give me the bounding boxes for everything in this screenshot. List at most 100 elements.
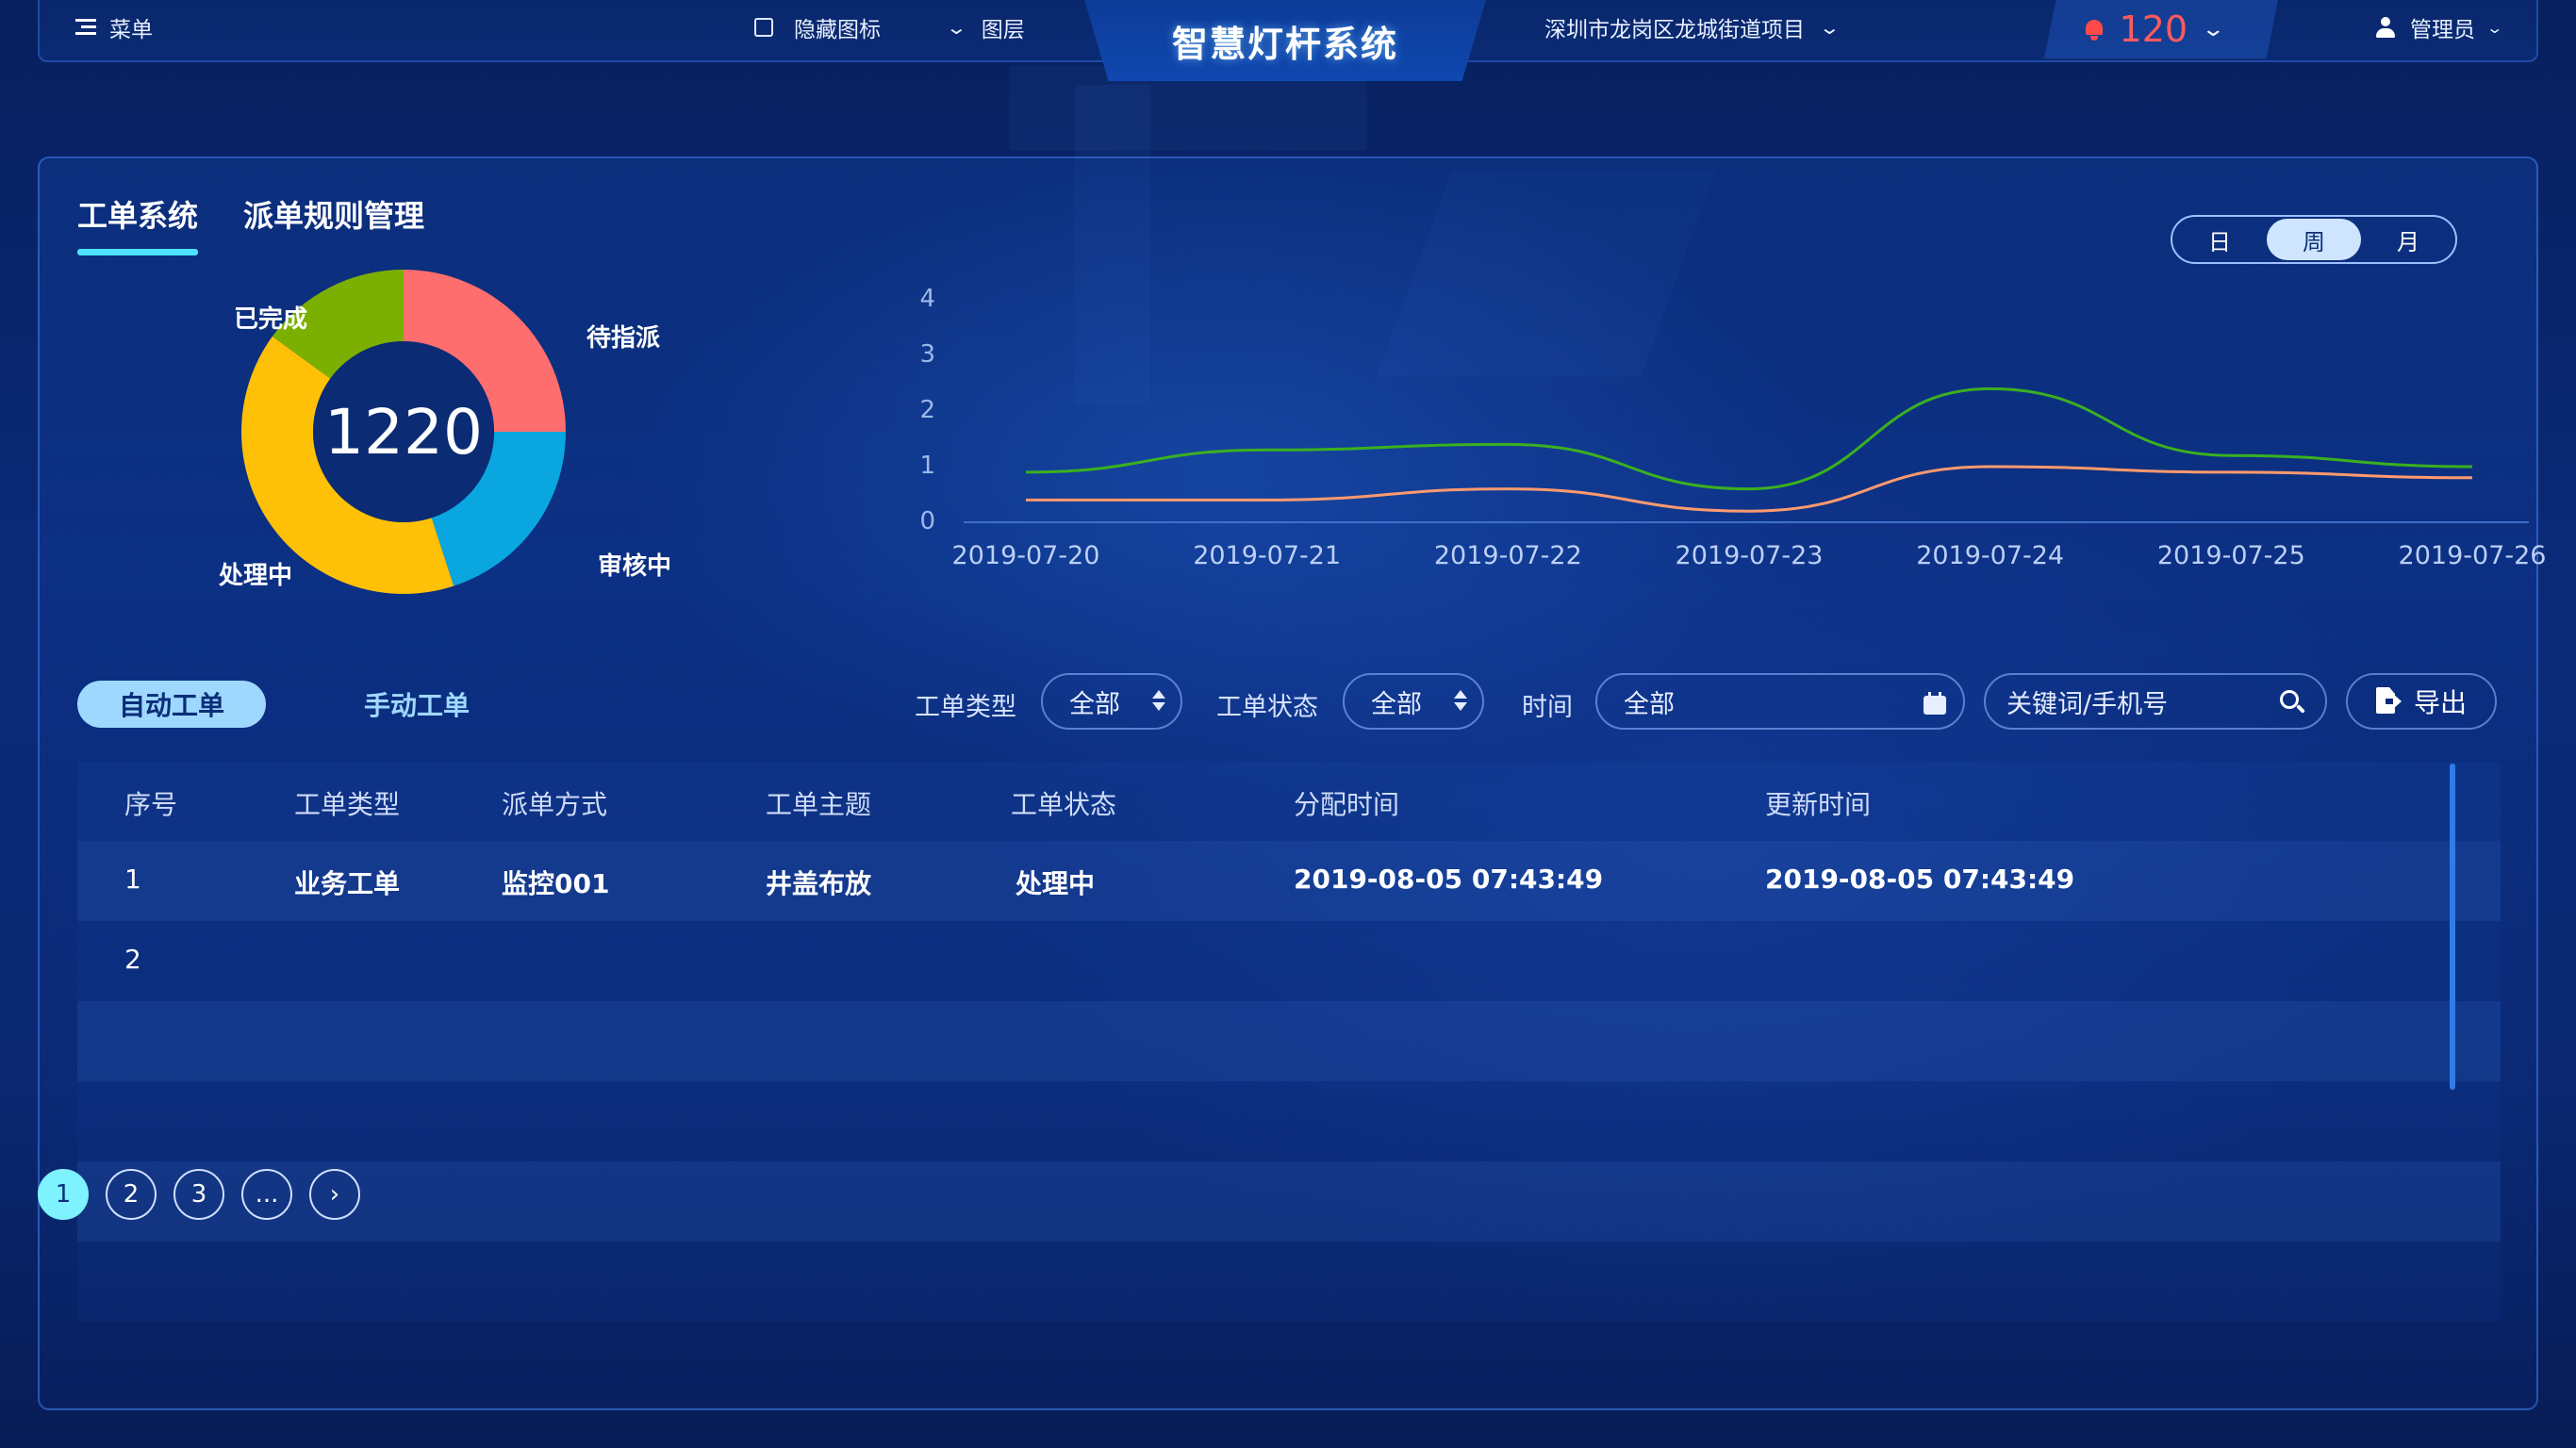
header-index: 序号 xyxy=(124,789,178,820)
hide-icons-label: 隐藏图标 xyxy=(794,18,881,42)
table-body: 1 业务工单 监控001 井盖布放 处理中 2019-08-05 07:43:49 2019… xyxy=(77,841,2501,1322)
menu-icon xyxy=(75,19,96,36)
x-tick-label: 2019-07-22 xyxy=(1433,541,1582,570)
header-assigned-time: 分配时间 xyxy=(1294,789,1400,820)
header-updated-time: 更新时间 xyxy=(1765,789,1872,820)
chevron-down-icon: ⌄ xyxy=(945,16,968,39)
sort-updown-icon xyxy=(1454,690,1467,713)
table-header: 序号 工单类型 派单方式 工单主题 工单状态 分配时间 更新时间 xyxy=(77,762,2501,841)
user-menu[interactable]: 管理员 ⌄ xyxy=(2376,0,2504,55)
status-filter-select[interactable]: 全部 xyxy=(1343,673,1484,730)
tab-manual-orders[interactable]: 手动工单 xyxy=(363,690,470,721)
period-switch: 日 周 月 xyxy=(2171,215,2457,264)
cell-updated-time: 2019-08-05 07:43:49 xyxy=(1765,864,2075,895)
cell-dispatch-method: 监控001 xyxy=(502,868,610,899)
table-row[interactable] xyxy=(77,1001,2501,1081)
alarm-indicator[interactable]: 120 ⌄ xyxy=(2044,0,2278,58)
search-placeholder: 关键词/手机号 xyxy=(2006,689,2169,719)
x-tick-label: 2019-07-20 xyxy=(951,541,1100,570)
table-row[interactable] xyxy=(77,1081,2501,1161)
x-tick-label: 2019-07-25 xyxy=(2156,541,2305,570)
y-tick-label: 0 xyxy=(919,507,935,535)
page-1-button[interactable]: 1 xyxy=(38,1169,89,1220)
donut-label-processing: 处理中 xyxy=(219,562,293,590)
calendar-icon xyxy=(1924,692,1946,715)
type-filter-value: 全部 xyxy=(1069,689,1120,719)
sort-updown-icon xyxy=(1152,690,1165,713)
export-icon xyxy=(2375,687,2402,716)
donut-total: 1220 xyxy=(324,395,483,469)
export-label: 导出 xyxy=(2413,687,2467,718)
period-month-button[interactable]: 月 xyxy=(2397,228,2419,255)
table-row[interactable]: 2 xyxy=(77,921,2501,1001)
header-dispatch-method: 派单方式 xyxy=(502,789,608,820)
cell-index: 2 xyxy=(124,944,141,975)
header-subject: 工单主题 xyxy=(766,789,872,820)
chevron-down-icon: ⌄ xyxy=(1818,16,1841,39)
donut-label-pending: 待指派 xyxy=(586,324,661,353)
table-scrollbar[interactable] xyxy=(2450,764,2455,1090)
page-2-button[interactable]: 2 xyxy=(106,1169,157,1220)
background-shape xyxy=(1075,85,1150,405)
page-ellipsis-button[interactable]: ... xyxy=(241,1169,292,1220)
chevron-down-icon: ⌄ xyxy=(2201,17,2226,41)
time-filter-picker[interactable]: 全部 xyxy=(1595,673,1965,730)
alarm-count: 120 xyxy=(2119,8,2188,50)
pagination: 1 2 3 ... › xyxy=(38,1169,377,1220)
time-filter-label: 时间 xyxy=(1522,693,1573,722)
status-filter-label: 工单状态 xyxy=(1216,693,1318,722)
period-day-button[interactable]: 日 xyxy=(2208,228,2231,255)
menu-button[interactable]: 菜单 xyxy=(75,0,153,55)
cell-subject: 井盖布放 xyxy=(766,868,872,899)
tab-work-order[interactable]: 工单系统 xyxy=(77,198,199,234)
header-order-type: 工单类型 xyxy=(294,789,401,820)
tab-dispatch-rules[interactable]: 派单规则管理 xyxy=(243,198,425,234)
type-filter-label: 工单类型 xyxy=(915,693,1016,722)
donut-segment-completed[interactable] xyxy=(272,270,404,379)
status-donut-chart: 1220 xyxy=(234,262,573,605)
cell-status: 处理中 xyxy=(1016,868,1096,899)
hide-icons-checkbox[interactable] xyxy=(754,18,773,37)
work-order-panel: 工单系统 派单规则管理 日 周 月 1220 已完成 待指派 审核中 处理中 0… xyxy=(38,156,2546,1410)
cell-index: 1 xyxy=(124,864,141,895)
work-order-table: 序号 工单类型 派单方式 工单主题 工单状态 分配时间 更新时间 1 业务工单 监控… xyxy=(77,762,2501,1322)
tab-auto-orders[interactable]: 自动工单 xyxy=(77,681,266,728)
layers-dropdown[interactable]: ⌄ 图层 xyxy=(945,0,1025,55)
chevron-down-icon: ⌄ xyxy=(2485,18,2504,37)
layers-label: 图层 xyxy=(981,18,1025,42)
export-button[interactable]: 导出 xyxy=(2346,673,2497,730)
series-line-1 xyxy=(1025,387,2473,491)
bell-icon xyxy=(2084,18,2105,41)
series-line-2 xyxy=(1026,465,2473,513)
period-week-button[interactable]: 周 xyxy=(2267,219,2361,260)
donut-segment-pending[interactable] xyxy=(404,270,566,432)
search-icon[interactable] xyxy=(2280,690,2305,715)
app-title-text: 智慧灯杆系统 xyxy=(1171,23,1398,65)
donut-segment-reviewing[interactable] xyxy=(431,432,566,586)
time-filter-value: 全部 xyxy=(1624,689,1675,719)
x-tick-label: 2019-07-26 xyxy=(2398,541,2547,570)
x-tick-label: 2019-07-24 xyxy=(1916,541,2065,570)
table-row[interactable] xyxy=(77,1242,2501,1322)
page-3-button[interactable]: 3 xyxy=(173,1169,224,1220)
user-label: 管理员 xyxy=(2410,18,2475,42)
donut-hole xyxy=(313,341,494,522)
donut-label-reviewing: 审核中 xyxy=(598,552,672,581)
donut-segment-processing[interactable] xyxy=(241,336,454,594)
table-row[interactable] xyxy=(77,1161,2501,1242)
y-tick-label: 2 xyxy=(919,396,935,424)
hide-icons-toggle[interactable]: 隐藏图标 xyxy=(754,0,881,55)
x-tick-label: 2019-07-21 xyxy=(1193,541,1342,570)
search-input[interactable]: 关键词/手机号 xyxy=(1984,673,2327,730)
menu-label: 菜单 xyxy=(109,18,153,42)
next-page-icon[interactable]: › xyxy=(309,1169,360,1220)
y-tick-label: 3 xyxy=(919,340,935,369)
table-row[interactable]: 1 业务工单 监控001 井盖布放 处理中 2019-08-05 07:43:49 2019… xyxy=(77,841,2501,921)
project-selector[interactable]: 深圳市龙岗区龙城街道项目 ⌄ xyxy=(1544,0,1841,55)
donut-svg xyxy=(241,270,566,594)
cell-assigned-time: 2019-08-05 07:43:49 xyxy=(1294,864,1604,895)
x-tick-label: 2019-07-23 xyxy=(1675,541,1824,570)
app-title: 智慧灯杆系统 xyxy=(1084,0,1486,81)
y-tick-label: 1 xyxy=(919,452,935,480)
type-filter-select[interactable]: 全部 xyxy=(1041,673,1182,730)
